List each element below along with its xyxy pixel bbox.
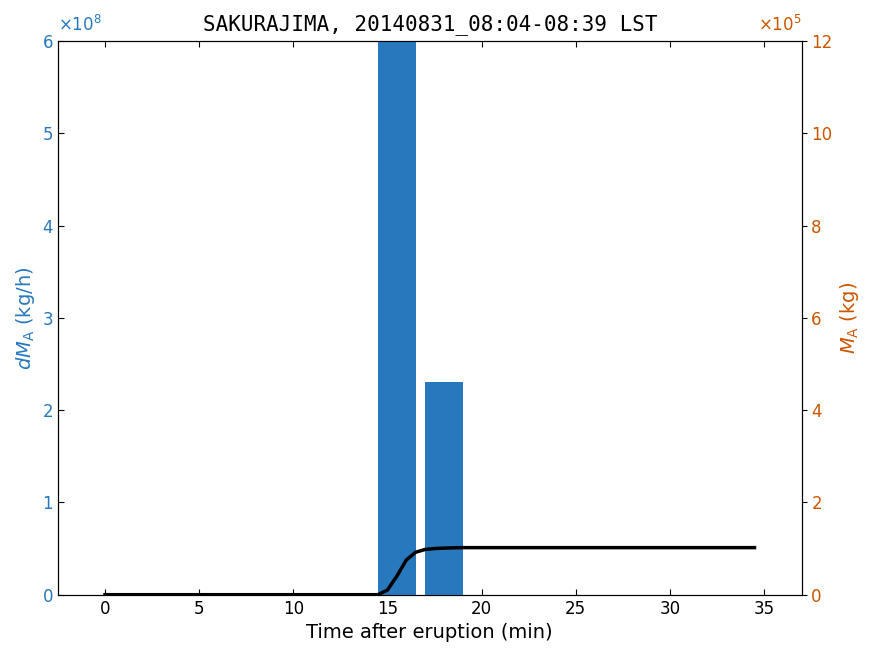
Bar (378, 41, 416, 595)
Title: SAKURAJIMA, 20140831_08:04-08:39 LST: SAKURAJIMA, 20140831_08:04-08:39 LST (202, 14, 657, 35)
Bar (425, 382, 463, 595)
Y-axis label: $dM_\mathrm{A}$ (kg/h): $dM_\mathrm{A}$ (kg/h) (14, 266, 37, 369)
Y-axis label: $M_\mathrm{A}$ (kg): $M_\mathrm{A}$ (kg) (838, 282, 861, 354)
Text: $\times\mathregular{10}^{\mathregular{5}}$: $\times\mathregular{10}^{\mathregular{5}… (758, 15, 802, 35)
Text: $\times\mathregular{10}^{\mathregular{8}}$: $\times\mathregular{10}^{\mathregular{8}… (58, 15, 102, 35)
X-axis label: Time after eruption (min): Time after eruption (min) (306, 623, 553, 642)
